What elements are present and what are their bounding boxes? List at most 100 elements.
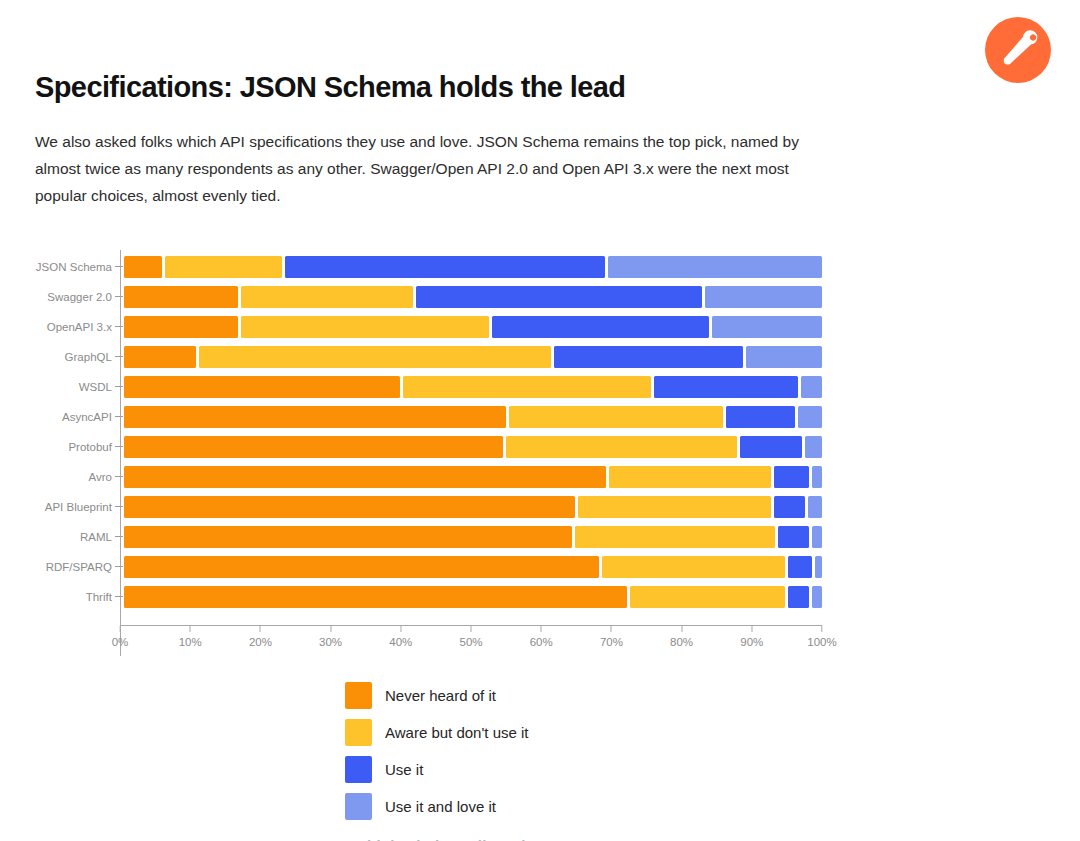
x-tick-mark <box>821 626 822 632</box>
chart-row-asyncapi: AsyncAPI <box>35 402 822 432</box>
bar-segment-aware-but-don-t-use-it <box>578 496 771 518</box>
bar-segment-use-it <box>740 436 802 458</box>
legend-label: Aware but don't use it <box>385 724 529 741</box>
bar-track <box>124 346 822 368</box>
intro-paragraph: We also asked folks which API specificat… <box>35 129 810 210</box>
bar-segment-never-heard-of-it <box>124 346 196 368</box>
chart-row-raml: RAML <box>35 522 822 552</box>
bar-segment-use-it <box>726 406 795 428</box>
category-label: Swagger 2.0 <box>35 291 112 303</box>
x-tick-mark <box>260 626 261 632</box>
legend-item-aware-but-don-t-use-it: Aware but don't use it <box>345 719 1045 746</box>
x-tick-40: 40% <box>389 626 412 648</box>
x-tick-label: 70% <box>600 636 623 648</box>
x-tick-0: 0% <box>112 626 129 648</box>
x-tick-label: 100% <box>807 636 836 648</box>
bar-segment-use-it-and-love-it <box>798 406 822 428</box>
specifications-chart: JSON Schema Swagger 2.0 OpenAPI 3.xGraphQL… <box>35 250 1045 841</box>
x-tick-label: 0% <box>112 636 129 648</box>
x-tick-label: 10% <box>179 636 202 648</box>
bar-segment-aware-but-don-t-use-it <box>575 526 775 548</box>
y-tick-mark <box>115 326 123 327</box>
x-tick-70: 70% <box>600 626 623 648</box>
bar-track <box>124 586 822 608</box>
chart-row-json-schema: JSON Schema <box>35 252 822 282</box>
y-tick-mark <box>115 266 123 267</box>
x-axis-ticks: 0%10%20%30%40%50%60%70%80%90%100% <box>120 626 822 656</box>
x-tick-mark <box>611 626 612 632</box>
x-tick-90: 90% <box>740 626 763 648</box>
bar-segment-aware-but-don-t-use-it <box>403 376 651 398</box>
bar-segment-never-heard-of-it <box>124 316 238 338</box>
x-tick-mark <box>751 626 752 632</box>
category-label: JSON Schema <box>35 261 112 273</box>
legend-item-use-it-and-love-it: Use it and love it <box>345 793 1045 820</box>
x-tick-20: 20% <box>249 626 272 648</box>
chart-row-api-blueprint: API Blueprint <box>35 492 822 522</box>
category-label: Protobuf <box>35 441 112 453</box>
chart-row-graphql: GraphQL <box>35 342 822 372</box>
bar-segment-never-heard-of-it <box>124 406 506 428</box>
bar-segment-use-it <box>774 496 805 518</box>
bar-segment-never-heard-of-it <box>124 466 606 488</box>
bar-segment-never-heard-of-it <box>124 376 400 398</box>
bar-segment-aware-but-don-t-use-it <box>241 316 489 338</box>
x-tick-mark <box>330 626 331 632</box>
chart-legend: Never heard of itAware but don't use itU… <box>345 682 1045 820</box>
legend-swatch <box>345 682 372 709</box>
postman-astronaut-icon <box>984 16 1052 84</box>
bar-segment-use-it-and-love-it <box>705 286 822 308</box>
x-tick-mark <box>120 626 121 632</box>
x-tick-label: 60% <box>530 636 553 648</box>
bar-track <box>124 466 822 488</box>
chart-row-wsdl: WSDL <box>35 372 822 402</box>
legend-swatch <box>345 719 372 746</box>
bar-track <box>124 256 822 278</box>
bar-segment-never-heard-of-it <box>124 586 627 608</box>
chart-row-thrift: Thrift <box>35 582 822 612</box>
bar-track <box>124 556 822 578</box>
bar-segment-use-it-and-love-it <box>812 526 822 548</box>
bar-track <box>124 316 822 338</box>
category-label: RDF/SPARQ <box>35 561 112 573</box>
legend-swatch <box>345 756 372 783</box>
x-tick-mark <box>471 626 472 632</box>
bar-track <box>124 376 822 398</box>
page-title: Specifications: JSON Schema holds the le… <box>35 72 1045 104</box>
x-tick-label: 20% <box>249 636 272 648</box>
bar-segment-aware-but-don-t-use-it <box>602 556 785 578</box>
y-axis-line <box>120 250 121 656</box>
x-tick-label: 80% <box>670 636 693 648</box>
y-tick-mark <box>115 476 123 477</box>
chart-footnote: Multiple choices allowed. <box>345 837 1045 841</box>
bar-segment-aware-but-don-t-use-it <box>630 586 785 608</box>
bar-segment-use-it-and-love-it <box>746 346 822 368</box>
x-tick-10: 10% <box>179 626 202 648</box>
chart-row-protobuf: Protobuf <box>35 432 822 462</box>
y-tick-mark <box>115 296 123 297</box>
bar-segment-use-it-and-love-it <box>812 586 822 608</box>
category-label: Avro <box>35 471 112 483</box>
bar-segment-never-heard-of-it <box>124 526 572 548</box>
bar-segment-use-it-and-love-it <box>805 436 822 458</box>
x-tick-label: 30% <box>319 636 342 648</box>
category-label: Thrift <box>35 591 112 603</box>
y-tick-mark <box>115 506 123 507</box>
chart-row-swagger-2-0: Swagger 2.0 <box>35 282 822 312</box>
x-tick-mark <box>681 626 682 632</box>
bar-segment-never-heard-of-it <box>124 496 575 518</box>
bar-segment-use-it-and-love-it <box>801 376 822 398</box>
legend-label: Use it and love it <box>385 798 496 815</box>
bar-rows: JSON Schema Swagger 2.0 OpenAPI 3.xGraphQL… <box>35 250 822 625</box>
bar-track <box>124 406 822 428</box>
category-label: WSDL <box>35 381 112 393</box>
y-tick-mark <box>115 566 123 567</box>
bar-segment-aware-but-don-t-use-it <box>506 436 737 458</box>
x-tick-30: 30% <box>319 626 342 648</box>
category-label: API Blueprint <box>35 501 112 513</box>
bar-segment-use-it <box>285 256 605 278</box>
x-tick-label: 50% <box>459 636 482 648</box>
chart-row-openapi-3-x: OpenAPI 3.x <box>35 312 822 342</box>
bar-segment-aware-but-don-t-use-it <box>609 466 771 488</box>
bar-segment-use-it <box>554 346 744 368</box>
